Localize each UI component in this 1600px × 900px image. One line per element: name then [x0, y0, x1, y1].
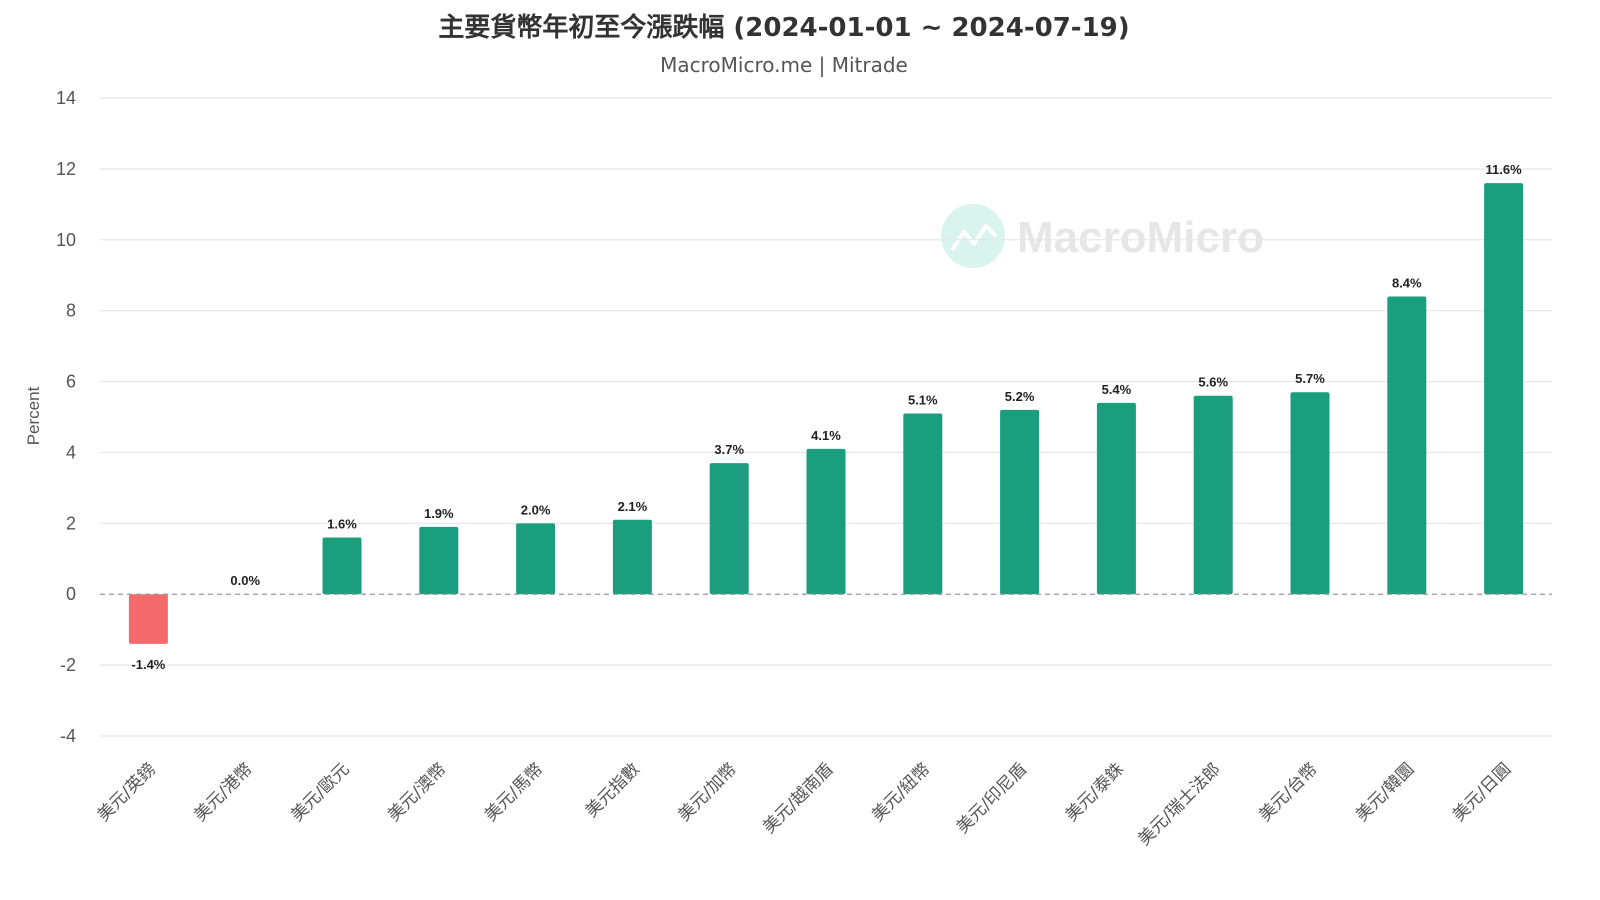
data-label: 8.4%: [1392, 275, 1422, 290]
y-tick-label: 12: [56, 159, 76, 179]
y-tick-label: 8: [66, 301, 76, 321]
data-label: 4.1%: [811, 428, 841, 443]
data-label: 5.1%: [908, 392, 938, 407]
x-tick-label: 美元/印尼盾: [953, 759, 1031, 837]
data-label: 5.4%: [1102, 382, 1132, 397]
x-tick-label: 美元/加幣: [674, 759, 740, 825]
x-tick-label: 美元/韓圜: [1352, 759, 1418, 825]
bar: [419, 526, 459, 595]
x-tick-label: 美元/台幣: [1255, 759, 1321, 825]
bar: [1193, 395, 1233, 595]
y-tick-label: -4: [60, 726, 76, 746]
macromicro-logo-icon: [941, 204, 1005, 268]
x-tick-label: 美元/日圓: [1449, 759, 1515, 825]
y-tick-label: 0: [66, 584, 76, 604]
data-label: 5.7%: [1295, 371, 1325, 386]
y-tick-label: -2: [60, 655, 76, 675]
bar: [1484, 183, 1524, 595]
y-tick-label: 2: [66, 513, 76, 533]
data-label: 11.6%: [1486, 162, 1523, 177]
y-tick-label: 6: [66, 372, 76, 392]
x-tick-label: 美元/馬幣: [481, 759, 547, 825]
data-label: 3.7%: [714, 442, 744, 457]
bar: [903, 413, 943, 595]
x-tick-label: 美元/越南盾: [759, 759, 837, 837]
data-label: 5.2%: [1005, 389, 1035, 404]
data-label: -1.4%: [131, 657, 165, 672]
bar: [1290, 392, 1330, 595]
data-label: 2.0%: [521, 502, 551, 517]
data-label: 5.6%: [1198, 375, 1228, 390]
chart-title: 主要貨幣年初至今漲跌幅 (2024-01-01 ~ 2024-07-19): [438, 12, 1129, 43]
x-tick-label: 美元/港幣: [190, 759, 256, 825]
bar: [806, 448, 846, 595]
bar: [322, 537, 362, 595]
y-axis-label: Percent: [24, 386, 43, 445]
data-label: 1.9%: [424, 506, 454, 521]
data-label: 2.1%: [618, 499, 648, 514]
bar: [128, 594, 168, 644]
watermark: MacroMicro: [941, 204, 1264, 268]
data-label: 0.0%: [230, 573, 260, 588]
x-tick-label: 美元指數: [582, 759, 644, 821]
y-tick-label: 14: [56, 88, 76, 108]
y-tick-label: 10: [56, 230, 76, 250]
bar: [1387, 296, 1427, 595]
bar: [709, 463, 749, 595]
x-tick-label: 美元/紐幣: [868, 759, 934, 825]
x-tick-label: 美元/澳幣: [384, 759, 450, 825]
x-tick-label: 美元/瑞士法郎: [1134, 759, 1224, 849]
y-tick-label: 4: [66, 442, 76, 462]
data-label: 1.6%: [327, 517, 357, 532]
bar: [1000, 409, 1040, 595]
x-tick-label: 美元/泰銖: [1062, 759, 1128, 825]
bar: [1096, 402, 1136, 595]
bar: [516, 523, 556, 595]
x-tick-label: 美元/歐元: [287, 759, 353, 825]
chart-subtitle: MacroMicro.me | Mitrade: [660, 53, 908, 77]
x-tick-label: 美元/英鎊: [94, 759, 160, 825]
bar: [612, 519, 652, 595]
watermark-text: MacroMicro: [1017, 213, 1264, 262]
